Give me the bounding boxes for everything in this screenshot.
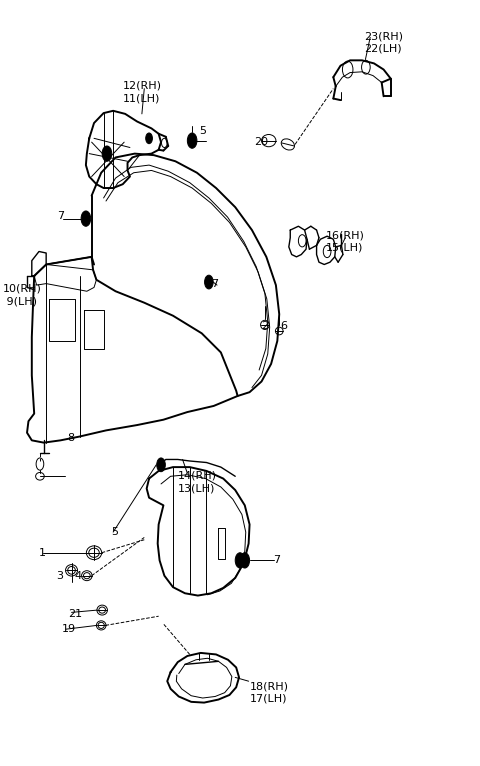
Text: 7: 7 <box>211 279 218 289</box>
Circle shape <box>157 458 165 472</box>
Circle shape <box>146 133 153 144</box>
Text: 20: 20 <box>254 137 268 147</box>
Text: 18(RH)
17(LH): 18(RH) 17(LH) <box>250 681 288 704</box>
Text: 3: 3 <box>56 571 63 581</box>
Text: 7: 7 <box>274 555 281 565</box>
Circle shape <box>235 553 245 568</box>
Text: 4: 4 <box>75 571 82 581</box>
Text: 5: 5 <box>199 126 206 136</box>
Circle shape <box>81 211 91 226</box>
Text: 21: 21 <box>68 609 82 619</box>
Text: 23(RH)
22(LH): 23(RH) 22(LH) <box>364 31 403 54</box>
Text: 16(RH)
15(LH): 16(RH) 15(LH) <box>326 230 365 253</box>
Text: 5: 5 <box>111 527 118 537</box>
Text: 2: 2 <box>262 322 269 332</box>
Text: 12(RH)
11(LH): 12(RH) 11(LH) <box>123 81 162 103</box>
Text: 7: 7 <box>57 211 64 221</box>
Text: 6: 6 <box>281 322 288 332</box>
Circle shape <box>102 146 112 162</box>
Text: 10(RH)
 9(LH): 10(RH) 9(LH) <box>3 283 42 306</box>
Circle shape <box>187 133 197 149</box>
Circle shape <box>240 553 250 568</box>
Circle shape <box>204 275 213 289</box>
Text: 14(RH)
13(LH): 14(RH) 13(LH) <box>178 471 217 493</box>
Text: 19: 19 <box>62 624 76 634</box>
Text: 8: 8 <box>68 433 75 443</box>
Text: 1: 1 <box>39 548 46 558</box>
